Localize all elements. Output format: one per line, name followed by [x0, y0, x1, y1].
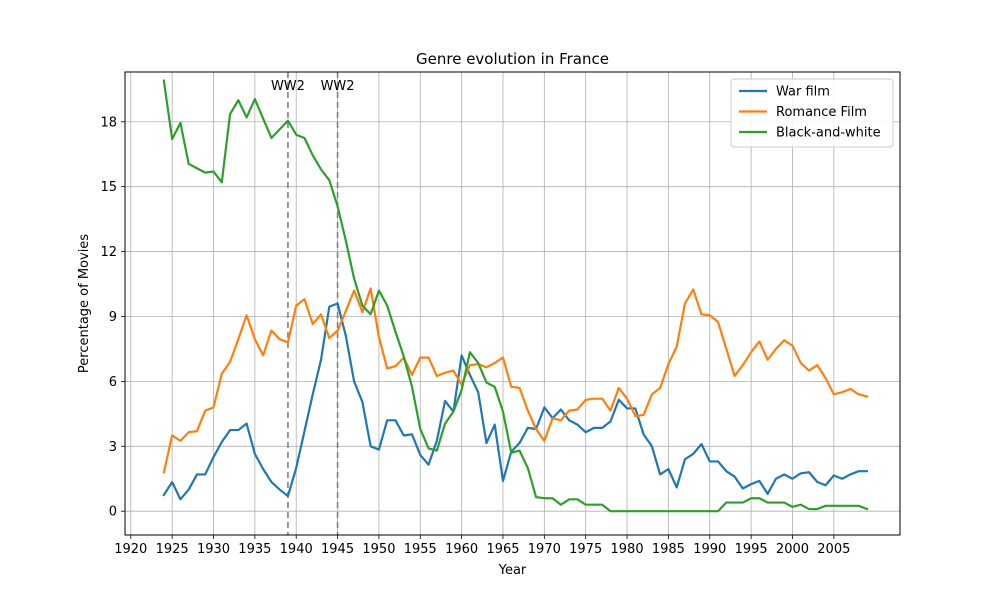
legend-label: Black-and-white: [776, 126, 881, 141]
plot-area-frame: [124, 71, 901, 536]
y-tick-label: 6: [109, 375, 117, 390]
series-line-black-and-white: [162, 79, 869, 513]
y-axis-ticks: 0 3 6 9 12 15 18: [100, 115, 125, 520]
x-tick-label: 1975: [569, 542, 602, 557]
legend-box: [730, 78, 894, 148]
series-line-romance-film: [162, 287, 869, 474]
y-tick-label: 15: [100, 180, 117, 195]
ww2-marker-label: WW2: [321, 79, 355, 94]
x-tick-label: 1970: [528, 542, 561, 557]
x-axis-ticks: 1920 1925 1930 1935 1940 1945 1950 1955 1960 1965…: [114, 535, 850, 557]
legend-label: Romance Film: [776, 105, 867, 120]
x-tick-label: 1945: [321, 542, 354, 557]
x-tick-label: 1995: [735, 542, 768, 557]
gridlines: [125, 72, 900, 535]
y-axis-title: Percentage of Movies: [77, 234, 92, 373]
x-tick-label: 1925: [156, 542, 189, 557]
y-tick-label: 3: [109, 440, 117, 455]
x-tick-label: 2000: [776, 542, 809, 557]
chart-title: Genre evolution in France: [416, 50, 609, 68]
y-tick-label: 9: [109, 310, 117, 325]
legend: War film Romance Film Black-and-white: [730, 78, 894, 148]
y-tick-label: 18: [100, 115, 117, 130]
series-line-war-film: [162, 302, 869, 501]
series-layer: [162, 79, 869, 513]
x-tick-label: 1935: [238, 542, 271, 557]
x-tick-label: 1930: [197, 542, 230, 557]
x-tick-label: 1965: [486, 542, 519, 557]
y-tick-label: 12: [100, 245, 117, 260]
x-tick-label: 1960: [445, 542, 478, 557]
x-tick-label: 1990: [693, 542, 726, 557]
x-tick-label: 2005: [817, 542, 850, 557]
x-tick-label: 1920: [114, 542, 147, 557]
x-tick-label: 1980: [611, 542, 644, 557]
ww2-marker-label: WW2: [271, 79, 305, 94]
y-tick-label: 0: [109, 505, 117, 520]
legend-label: War film: [776, 85, 830, 100]
x-axis-title: Year: [498, 563, 527, 578]
x-tick-label: 1950: [362, 542, 395, 557]
x-tick-label: 1940: [280, 542, 313, 557]
x-tick-label: 1985: [652, 542, 685, 557]
x-tick-label: 1955: [404, 542, 437, 557]
